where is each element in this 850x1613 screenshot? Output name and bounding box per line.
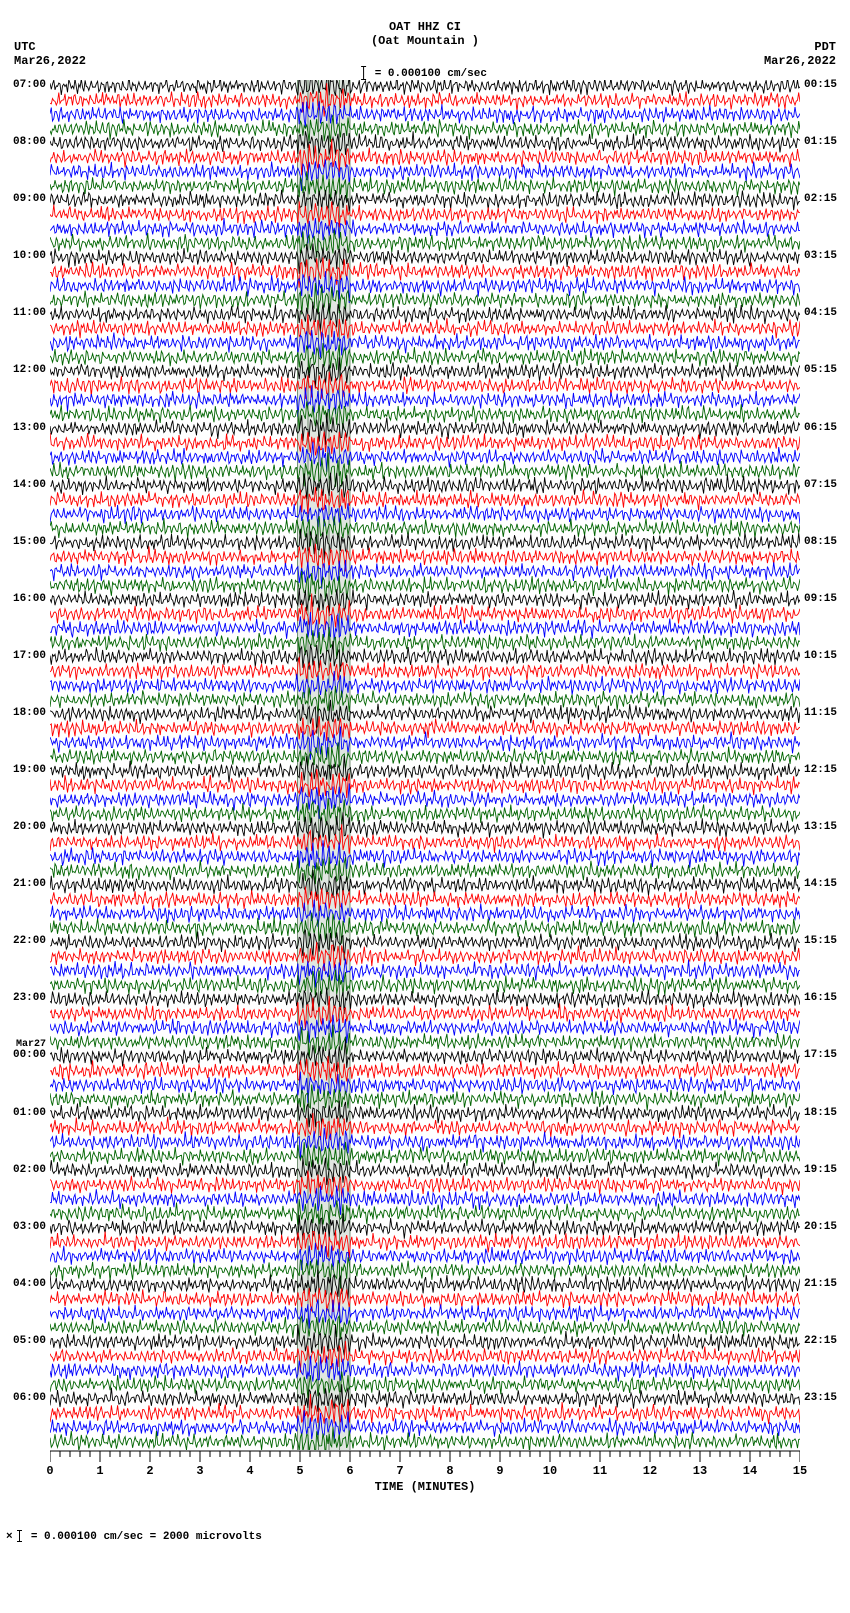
left-hour-label: 14:00 <box>2 480 46 491</box>
x-axis-title: TIME (MINUTES) <box>375 1480 476 1494</box>
left-hour-label: 19:00 <box>2 765 46 776</box>
x-tick-label: 14 <box>743 1464 757 1478</box>
tz-right: PDT Mar26,2022 <box>764 40 836 68</box>
left-hour-label: 15:00 <box>2 537 46 548</box>
left-hour-label: 21:00 <box>2 879 46 890</box>
x-tick-label: 6 <box>346 1464 353 1478</box>
left-hour-label: 04:00 <box>2 1279 46 1290</box>
right-hour-label: 05:15 <box>804 365 846 376</box>
left-hour-label: 02:00 <box>2 1165 46 1176</box>
tz-right-label: PDT <box>764 40 836 54</box>
footer-scale-bar-icon <box>19 1530 20 1542</box>
tz-left: UTC Mar26,2022 <box>14 40 86 68</box>
left-hour-label: 17:00 <box>2 651 46 662</box>
title-block: OAT HHZ CI (Oat Mountain ) <box>371 20 479 49</box>
right-hour-label: 21:15 <box>804 1279 846 1290</box>
right-hour-label: 09:15 <box>804 594 846 605</box>
x-axis-svg <box>50 1450 800 1480</box>
station-name: (Oat Mountain ) <box>371 34 479 48</box>
left-hour-label: 16:00 <box>2 594 46 605</box>
right-hour-label: 03:15 <box>804 251 846 262</box>
left-hour-label: 18:00 <box>2 708 46 719</box>
right-hour-label: 19:15 <box>804 1165 846 1176</box>
left-hour-label: 23:00 <box>2 993 46 1004</box>
right-hour-label: 17:15 <box>804 1050 846 1061</box>
page: OAT HHZ CI (Oat Mountain ) UTC Mar26,202… <box>0 0 850 1543</box>
station-id: OAT HHZ CI <box>371 20 479 34</box>
x-tick-label: 9 <box>496 1464 503 1478</box>
right-hour-label: 14:15 <box>804 879 846 890</box>
x-tick-label: 2 <box>146 1464 153 1478</box>
x-tick-label: 12 <box>643 1464 657 1478</box>
x-tick-label: 4 <box>246 1464 253 1478</box>
footer: × = 0.000100 cm/sec = 2000 microvolts <box>0 1530 850 1543</box>
x-tick-label: 11 <box>593 1464 607 1478</box>
plot-area: 07:0008:0009:0010:0011:0012:0013:0014:00… <box>50 80 800 1450</box>
x-tick-label: 5 <box>296 1464 303 1478</box>
right-hour-label: 22:15 <box>804 1336 846 1347</box>
footer-text: = 0.000100 cm/sec = 2000 microvolts <box>31 1531 262 1543</box>
right-hour-label: 07:15 <box>804 480 846 491</box>
left-hour-label: 09:00 <box>2 194 46 205</box>
left-hour-label: 01:00 <box>2 1108 46 1119</box>
right-hour-label: 13:15 <box>804 822 846 833</box>
left-hour-label: 08:00 <box>2 137 46 148</box>
right-hour-label: 00:15 <box>804 80 846 91</box>
scale-label: = 0.000100 cm/sec <box>375 68 487 80</box>
tz-left-label: UTC <box>14 40 86 54</box>
scale-bar-icon <box>363 66 364 80</box>
right-hour-label: 20:15 <box>804 1222 846 1233</box>
right-hour-label: 15:15 <box>804 936 846 947</box>
left-hour-label: 06:00 <box>2 1393 46 1404</box>
right-hour-label: 16:15 <box>804 993 846 1004</box>
helicorder-svg <box>50 80 800 1450</box>
tz-right-date: Mar26,2022 <box>764 54 836 68</box>
tz-left-date: Mar26,2022 <box>14 54 86 68</box>
left-hour-label: 11:00 <box>2 308 46 319</box>
left-hour-label: 00:00 <box>2 1050 46 1061</box>
left-hour-label: 07:00 <box>2 80 46 91</box>
right-hour-label: 01:15 <box>804 137 846 148</box>
right-hour-label: 06:15 <box>804 423 846 434</box>
x-tick-label: 0 <box>46 1464 53 1478</box>
header: OAT HHZ CI (Oat Mountain ) UTC Mar26,202… <box>0 0 850 80</box>
x-tick-label: 8 <box>446 1464 453 1478</box>
left-hour-label: 10:00 <box>2 251 46 262</box>
right-hour-label: 10:15 <box>804 651 846 662</box>
left-hour-label: 13:00 <box>2 423 46 434</box>
right-hour-label: 08:15 <box>804 537 846 548</box>
x-tick-label: 13 <box>693 1464 707 1478</box>
right-hour-label: 18:15 <box>804 1108 846 1119</box>
right-hour-label: 02:15 <box>804 194 846 205</box>
x-tick-label: 10 <box>543 1464 557 1478</box>
left-hour-label: 05:00 <box>2 1336 46 1347</box>
x-tick-label: 3 <box>196 1464 203 1478</box>
left-hour-label: 22:00 <box>2 936 46 947</box>
right-hour-label: 23:15 <box>804 1393 846 1404</box>
left-hour-label: 20:00 <box>2 822 46 833</box>
footer-prefix-icon: × <box>6 1531 13 1543</box>
right-hour-label: 04:15 <box>804 308 846 319</box>
left-hour-label: 03:00 <box>2 1222 46 1233</box>
x-tick-label: 7 <box>396 1464 403 1478</box>
right-hour-label: 12:15 <box>804 765 846 776</box>
right-hour-label: 11:15 <box>804 708 846 719</box>
x-tick-label: 1 <box>96 1464 103 1478</box>
left-hour-label: 12:00 <box>2 365 46 376</box>
scale-note: = 0.000100 cm/sec <box>363 66 487 80</box>
x-tick-label: 15 <box>793 1464 807 1478</box>
x-axis: 0123456789101112131415 TIME (MINUTES) <box>50 1450 800 1500</box>
